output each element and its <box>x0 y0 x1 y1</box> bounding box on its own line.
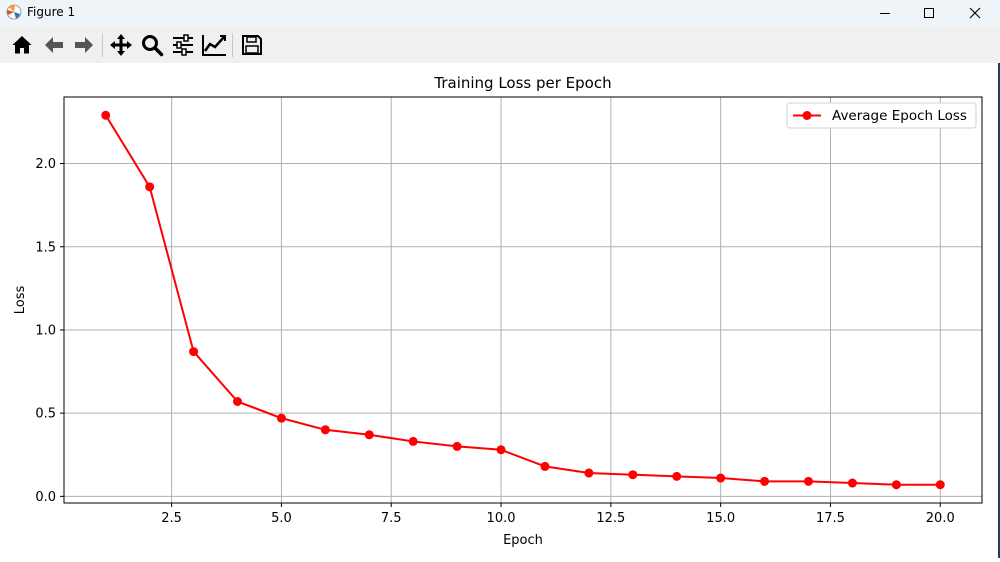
minimize-icon <box>880 13 890 14</box>
matplotlib-logo-icon <box>6 4 22 20</box>
toolbar-separator <box>102 33 103 57</box>
home-icon <box>12 36 32 54</box>
maximize-button[interactable] <box>906 0 952 26</box>
data-point <box>804 476 814 486</box>
edit-axis-icon <box>202 35 226 56</box>
data-point <box>760 476 770 486</box>
back-button[interactable] <box>40 33 68 57</box>
data-point <box>628 470 638 480</box>
y-tick-label: 1.5 <box>35 240 56 255</box>
legend-box <box>786 102 977 129</box>
x-tick-label: 10.0 <box>487 511 516 526</box>
pan-icon <box>110 34 132 56</box>
axes-frame <box>63 96 983 504</box>
y-tick-label: 0.5 <box>35 407 56 422</box>
data-point <box>935 480 945 490</box>
toolbar-separator <box>232 33 233 57</box>
data-point <box>320 425 330 435</box>
data-point <box>408 436 418 446</box>
configure-subplots-button[interactable] <box>169 33 197 57</box>
x-tick-label: 20.0 <box>926 511 955 526</box>
axis-ticks: 2.5 5.0 7.5 10.0 12.5 15.0 17.5 20.0 0.0 0.5 1.0 1.… <box>35 157 954 526</box>
navigation-toolbar <box>0 26 1000 63</box>
x-tick-label: 12.5 <box>596 511 625 526</box>
data-point <box>364 430 374 440</box>
close-button[interactable] <box>952 0 998 26</box>
figure-canvas[interactable]: 2.5 5.0 7.5 10.0 12.5 15.0 17.5 20.0 0.0 0.5 1.0 1.… <box>0 63 998 558</box>
data-point <box>145 182 155 192</box>
x-tick-label: 7.5 <box>381 511 402 526</box>
x-tick-label: 5.0 <box>271 511 292 526</box>
data-point <box>672 471 682 481</box>
legend-marker <box>802 111 812 120</box>
y-tick-label: 0.0 <box>35 490 56 505</box>
data-point <box>540 461 550 471</box>
legend: Average Epoch Loss <box>786 102 977 129</box>
back-arrow-icon <box>45 37 63 53</box>
background-window-edge <box>998 63 1000 558</box>
forward-button[interactable] <box>70 33 98 57</box>
maximize-icon <box>924 8 934 18</box>
grid <box>64 97 982 503</box>
x-axis-label: Epoch <box>503 533 543 548</box>
zoom-icon <box>142 35 164 57</box>
configure-subplots-icon <box>173 34 193 56</box>
legend-label: Average Epoch Loss <box>832 108 967 124</box>
data-point <box>101 110 111 120</box>
data-point <box>584 468 594 478</box>
x-tick-label: 15.0 <box>706 511 735 526</box>
window-title: Figure 1 <box>27 5 76 19</box>
edit-axis-button[interactable] <box>200 33 228 57</box>
pan-button[interactable] <box>107 33 135 57</box>
series-average-epoch-loss <box>101 110 945 490</box>
data-point <box>847 478 857 488</box>
y-axis-label: Loss <box>13 286 28 315</box>
zoom-button[interactable] <box>138 33 166 57</box>
data-point <box>716 473 726 483</box>
data-point <box>452 441 462 451</box>
data-point <box>232 397 242 406</box>
data-point <box>891 480 901 490</box>
save-button[interactable] <box>238 33 266 57</box>
y-tick-label: 2.0 <box>35 157 56 172</box>
data-point <box>189 347 199 357</box>
x-tick-label: 2.5 <box>161 511 182 526</box>
data-point <box>276 413 286 423</box>
series-line <box>104 114 941 486</box>
data-point <box>496 445 506 455</box>
forward-arrow-icon <box>75 37 93 53</box>
home-button[interactable] <box>8 33 36 57</box>
minimize-button[interactable] <box>862 0 908 26</box>
x-tick-label: 17.5 <box>816 511 845 526</box>
close-icon <box>969 7 981 19</box>
y-tick-label: 1.0 <box>35 323 56 338</box>
save-icon <box>242 35 262 55</box>
chart-title: Training Loss per Epoch <box>433 74 611 92</box>
chart[interactable]: 2.5 5.0 7.5 10.0 12.5 15.0 17.5 20.0 0.0 0.5 1.0 1.… <box>0 63 998 558</box>
window-titlebar: Figure 1 <box>0 0 1000 26</box>
